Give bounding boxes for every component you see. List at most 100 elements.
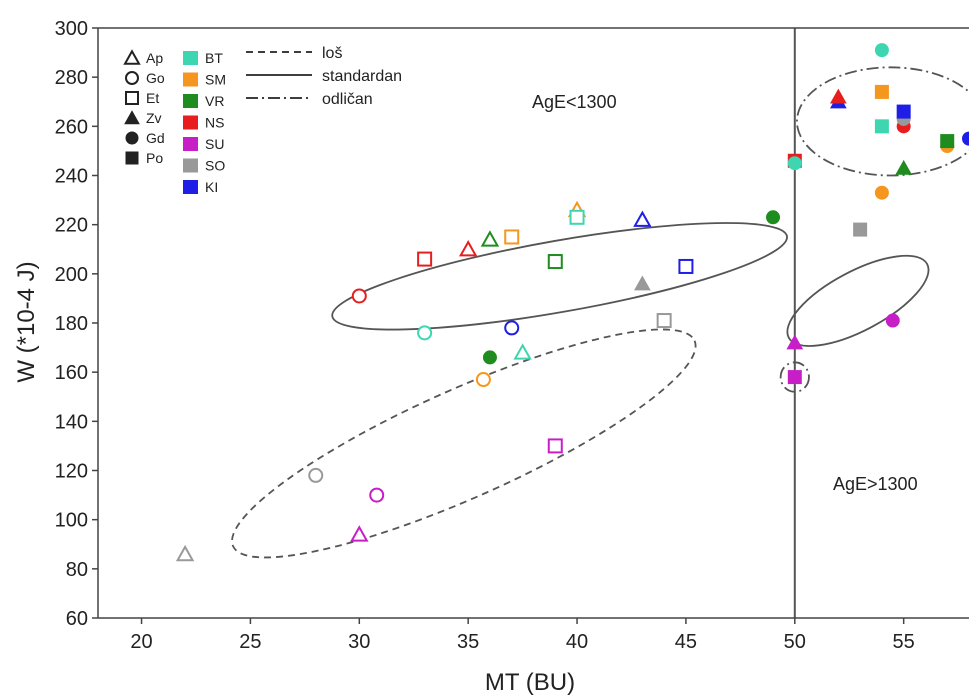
plot-frame xyxy=(97,27,969,619)
y-axis-ticks: 60 80 100 120 140 160 180 200 220 240 260 280 300 xyxy=(55,18,98,630)
point-circle-vr xyxy=(482,350,497,365)
x-tick-label: 20 xyxy=(130,631,152,653)
y-tick-label: 300 xyxy=(55,18,88,40)
legend-shape-label: Et xyxy=(146,90,159,106)
point-triangle-so xyxy=(634,275,651,291)
legend-color-label: BT xyxy=(205,50,223,66)
legend-color-label: SU xyxy=(205,136,224,152)
point-circle-sm xyxy=(874,185,889,200)
point-circle-vr xyxy=(766,210,781,225)
annotation-high-age: AgE>1300 xyxy=(833,474,918,494)
x-tick-label: 40 xyxy=(566,631,588,653)
legend-color-swatch xyxy=(183,51,198,65)
annotation-low-age: AgE<1300 xyxy=(532,92,617,112)
point-circle-ns xyxy=(351,288,367,304)
point-triangle-vr xyxy=(480,230,500,247)
legend-color-label: SM xyxy=(205,72,226,88)
x-tick-label: 35 xyxy=(457,631,479,653)
point-square-ns xyxy=(417,251,433,267)
point-triangle-so xyxy=(175,544,195,562)
group-ellipse-solid xyxy=(786,254,930,347)
x-tick-label: 30 xyxy=(348,631,370,653)
ellipses-layer xyxy=(231,66,969,559)
point-circle-so xyxy=(308,467,324,483)
legend-color-label: KI xyxy=(205,179,218,195)
point-circle-ki xyxy=(962,131,969,146)
legend-color-swatch xyxy=(183,72,198,87)
y-tick-label: 240 xyxy=(55,166,88,188)
x-tick-label: 25 xyxy=(239,631,261,653)
legend-color-swatch xyxy=(183,115,198,130)
y-tick-label: 180 xyxy=(55,313,88,335)
point-square-vr xyxy=(547,254,563,270)
group-ellipse-dashed xyxy=(231,328,697,559)
legend-color-swatch xyxy=(183,94,198,108)
x-axis-ticks: 20 25 30 35 40 45 50 55 xyxy=(130,618,915,653)
legend-color-label: VR xyxy=(205,93,224,109)
y-axis-title: W (*10-4 J) xyxy=(13,261,40,382)
legend-shape-go xyxy=(125,71,139,85)
points-layer xyxy=(175,43,969,562)
point-square-so xyxy=(853,222,868,237)
x-tick-label: 45 xyxy=(675,631,697,653)
point-triangle-vr xyxy=(895,159,913,175)
group-ellipse-solid xyxy=(331,222,788,331)
y-tick-label: 200 xyxy=(55,264,88,286)
y-tick-label: 120 xyxy=(55,461,88,483)
legend-color-swatch xyxy=(183,137,198,151)
legend-shape-zv xyxy=(124,110,140,125)
point-square-su xyxy=(787,370,802,385)
point-triangle-su xyxy=(350,525,369,542)
legend-shape-label: Gd xyxy=(146,130,165,146)
legend-shape-label: Ap xyxy=(146,50,163,66)
legend-shape-po xyxy=(125,151,139,165)
point-triangle-bt xyxy=(513,343,532,360)
legend-shape-ap xyxy=(123,49,141,65)
point-square-bt xyxy=(569,209,585,225)
point-circle-bt xyxy=(787,156,802,171)
point-circle-su xyxy=(369,487,385,503)
point-circle-ki xyxy=(504,320,520,336)
point-square-vr xyxy=(940,134,955,149)
y-tick-label: 280 xyxy=(55,67,88,89)
legend-color-label: NS xyxy=(205,115,224,131)
point-triangle-ns xyxy=(458,240,478,257)
y-tick-label: 60 xyxy=(66,608,88,630)
legend-line-label: loš xyxy=(322,45,342,62)
x-tick-label: 55 xyxy=(893,631,915,653)
group-ellipse-dash-dot xyxy=(796,66,969,177)
y-tick-label: 220 xyxy=(55,215,88,237)
point-square-sm xyxy=(874,84,889,99)
y-tick-label: 80 xyxy=(66,559,88,581)
point-square-ki xyxy=(896,104,911,119)
point-square-so xyxy=(656,313,672,329)
legend-line-label: standardan xyxy=(322,68,402,85)
x-axis-title: MT (BU) xyxy=(485,669,575,696)
point-triangle-ns xyxy=(829,88,847,104)
y-tick-label: 100 xyxy=(55,510,88,532)
y-tick-label: 160 xyxy=(55,362,88,384)
legend-shape-et xyxy=(125,91,139,105)
legend-shape-label: Po xyxy=(146,150,163,166)
legend-shape-label: Go xyxy=(146,70,165,86)
point-square-ki xyxy=(678,258,694,274)
y-tick-label: 260 xyxy=(55,116,88,138)
legend-color-swatch xyxy=(183,158,198,173)
point-circle-su xyxy=(885,313,900,328)
point-triangle-su xyxy=(786,334,804,350)
legend: Ap Go Et Zv Gd Po BT SM VR NS SU SO KI loš standardan o… xyxy=(123,45,402,195)
point-circle-bt xyxy=(417,325,433,341)
point-circle-sm xyxy=(475,372,491,388)
legend-line-label: odličan xyxy=(322,91,373,108)
point-square-su xyxy=(547,438,563,454)
x-tick-label: 50 xyxy=(784,631,806,653)
point-square-sm xyxy=(504,229,520,245)
legend-color-swatch xyxy=(183,180,198,194)
point-square-bt xyxy=(874,119,889,134)
legend-shape-label: Zv xyxy=(146,110,162,126)
legend-shape-gd xyxy=(125,131,139,145)
legend-color-label: SO xyxy=(205,158,225,174)
y-tick-label: 140 xyxy=(55,411,88,433)
point-triangle-ki xyxy=(633,210,652,227)
